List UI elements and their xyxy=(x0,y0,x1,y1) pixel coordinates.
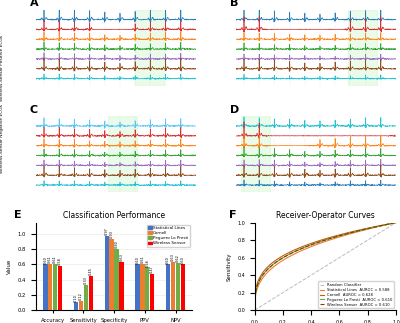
Text: 0.97: 0.97 xyxy=(105,227,109,235)
Wireless Sensor  AUROC = 0.610 xyxy=(253,294,258,298)
Statistical Lines  AUROC = 0.588 xyxy=(252,308,257,312)
Wireless Sensor  AUROC = 0.610 xyxy=(336,234,341,238)
Text: Wireless-Sensor Negative ECGs: Wireless-Sensor Negative ECGs xyxy=(0,104,4,173)
Bar xyxy=(171,262,175,310)
Cornell  AUROC = 0.628 xyxy=(380,223,385,227)
Bar xyxy=(166,265,170,310)
Statistical Lines  AUROC = 0.588 xyxy=(339,234,344,238)
Peguero Lo Presti  AUROC = 0.610 xyxy=(336,234,341,238)
Text: 0.33: 0.33 xyxy=(84,276,88,284)
Text: 0.63: 0.63 xyxy=(120,253,124,261)
Bar xyxy=(58,266,62,310)
Text: Wireless-Sensor Positive ECGs: Wireless-Sensor Positive ECGs xyxy=(0,35,4,101)
Bar xyxy=(135,10,164,86)
Text: 0.80: 0.80 xyxy=(114,240,118,248)
Cornell  AUROC = 0.628 xyxy=(336,233,341,237)
Text: 0.60: 0.60 xyxy=(136,255,140,264)
Cornell  AUROC = 0.628 xyxy=(336,233,341,237)
Statistical Lines  AUROC = 0.588 xyxy=(253,296,258,300)
Wireless Sensor  AUROC = 0.610 xyxy=(371,225,376,229)
Y-axis label: Sensitivity: Sensitivity xyxy=(227,252,232,281)
Cornell  AUROC = 0.628 xyxy=(394,221,398,224)
Text: 0.61: 0.61 xyxy=(48,255,52,263)
Peguero Lo Presti  AUROC = 0.610 xyxy=(380,223,385,227)
Text: 0.61: 0.61 xyxy=(140,255,144,263)
Statistical Lines  AUROC = 0.588 xyxy=(380,224,385,227)
Statistical Lines  AUROC = 0.588 xyxy=(336,235,341,239)
Peguero Lo Presti  AUROC = 0.610 xyxy=(394,221,398,224)
Line: Peguero Lo Presti  AUROC = 0.610: Peguero Lo Presti AUROC = 0.610 xyxy=(255,223,396,310)
Cornell  AUROC = 0.628 xyxy=(252,308,257,312)
Bar xyxy=(74,302,78,310)
Text: E: E xyxy=(14,210,22,220)
Bar xyxy=(110,239,114,310)
Bar xyxy=(135,265,140,310)
Text: 0.45: 0.45 xyxy=(89,267,93,275)
Bar xyxy=(48,264,52,310)
Bar xyxy=(43,265,48,310)
Text: 0.60: 0.60 xyxy=(181,255,185,264)
Statistical Lines  AUROC = 0.588 xyxy=(394,221,398,224)
Bar xyxy=(176,263,180,310)
Bar xyxy=(114,249,119,310)
Cornell  AUROC = 0.628 xyxy=(371,225,376,229)
Line: Statistical Lines  AUROC = 0.588: Statistical Lines AUROC = 0.588 xyxy=(255,223,396,310)
Text: 0.62: 0.62 xyxy=(176,254,180,262)
Bar xyxy=(53,264,57,310)
Text: D: D xyxy=(230,105,239,115)
Text: 0.63: 0.63 xyxy=(171,253,175,261)
Bar xyxy=(241,116,270,192)
Legend: Statistical Lines, Cornell, Peguero Lo Presti, Wireless Sensor: Statistical Lines, Cornell, Peguero Lo P… xyxy=(146,225,190,247)
Bar xyxy=(88,276,93,310)
Text: 0.12: 0.12 xyxy=(79,292,83,300)
Statistical Lines  AUROC = 0.588 xyxy=(371,226,376,230)
Peguero Lo Presti  AUROC = 0.610 xyxy=(339,233,344,237)
Wireless Sensor  AUROC = 0.610 xyxy=(252,308,257,312)
Text: 0.93: 0.93 xyxy=(110,231,114,238)
Statistical Lines  AUROC = 0.588 xyxy=(336,235,341,239)
Peguero Lo Presti  AUROC = 0.610 xyxy=(252,308,257,312)
Bar xyxy=(348,10,377,86)
Bar xyxy=(145,267,150,310)
Line: Wireless Sensor  AUROC = 0.610: Wireless Sensor AUROC = 0.610 xyxy=(255,223,396,310)
Text: A: A xyxy=(30,0,38,8)
Text: 0.10: 0.10 xyxy=(74,294,78,302)
Bar xyxy=(104,236,109,310)
Bar xyxy=(108,116,137,192)
Peguero Lo Presti  AUROC = 0.610 xyxy=(253,294,258,298)
Wireless Sensor  AUROC = 0.610 xyxy=(339,233,344,237)
Text: B: B xyxy=(230,0,238,8)
Text: 0.56: 0.56 xyxy=(145,259,149,266)
Text: C: C xyxy=(30,105,38,115)
Peguero Lo Presti  AUROC = 0.610 xyxy=(336,234,341,238)
Bar xyxy=(119,262,124,310)
Legend: Random Classifier, Statistical Lines  AUROC = 0.588, Cornell  AUROC = 0.628, Peg: Random Classifier, Statistical Lines AUR… xyxy=(318,281,394,308)
Text: 0.60: 0.60 xyxy=(166,255,170,264)
Cornell  AUROC = 0.628 xyxy=(339,233,344,236)
Text: F: F xyxy=(229,210,237,220)
Title: Receiver-Operator Curves: Receiver-Operator Curves xyxy=(276,212,375,220)
Text: 0.58: 0.58 xyxy=(58,257,62,265)
Title: Classification Performance: Classification Performance xyxy=(63,212,165,220)
Bar xyxy=(79,301,83,310)
Text: 0.47: 0.47 xyxy=(150,266,154,273)
Bar xyxy=(150,274,154,310)
Text: 0.60: 0.60 xyxy=(43,255,47,264)
Bar xyxy=(84,285,88,310)
Bar xyxy=(140,264,144,310)
Wireless Sensor  AUROC = 0.610 xyxy=(394,221,398,224)
Peguero Lo Presti  AUROC = 0.610 xyxy=(371,225,376,229)
Y-axis label: Value: Value xyxy=(7,259,12,274)
Line: Cornell  AUROC = 0.628: Cornell AUROC = 0.628 xyxy=(255,223,396,310)
Bar xyxy=(181,265,185,310)
Cornell  AUROC = 0.628 xyxy=(253,292,258,296)
Wireless Sensor  AUROC = 0.610 xyxy=(380,223,385,227)
Wireless Sensor  AUROC = 0.610 xyxy=(336,234,341,238)
Text: 0.61: 0.61 xyxy=(53,255,57,263)
